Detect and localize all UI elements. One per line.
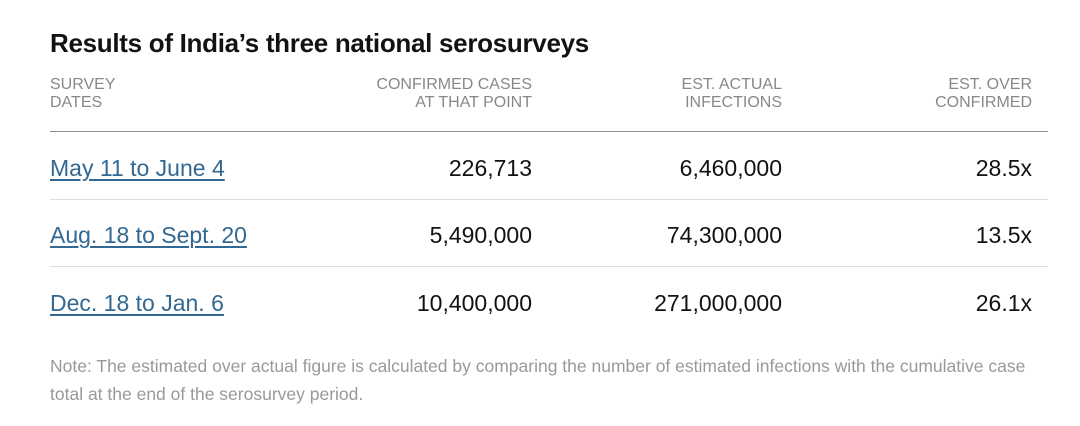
survey-dates-link[interactable]: Aug. 18 to Sept. 20 — [50, 222, 247, 248]
table-row: May 11 to June 4 226,713 6,460,000 28.5x — [50, 133, 1048, 200]
table-note: Note: The estimated over actual figure i… — [50, 356, 1026, 404]
header-est-actual-infections: EST. ACTUAL INFECTIONS — [681, 76, 782, 111]
confirmed-cases-value: 5,490,000 — [429, 222, 532, 248]
est-actual-infections-value: 74,300,000 — [666, 222, 782, 248]
est-over-confirmed-value: 13.5x — [975, 222, 1032, 248]
est-over-confirmed-value: 26.1x — [975, 290, 1032, 316]
table-row: Aug. 18 to Sept. 20 5,490,000 74,300,000… — [50, 200, 1048, 267]
header-est-over-confirmed: EST. OVER CONFIRMED — [935, 76, 1032, 111]
table-row: Dec. 18 to Jan. 6 10,400,000 271,000,000… — [50, 268, 1048, 335]
header-survey-dates: SURVEY DATES — [50, 76, 116, 111]
est-actual-infections-value: 6,460,000 — [679, 155, 782, 181]
confirmed-cases-value: 10,400,000 — [416, 290, 532, 316]
est-actual-infections-value: 271,000,000 — [654, 290, 782, 316]
table-header-row: SURVEY DATES CONFIRMED CASES AT THAT POI… — [50, 76, 1048, 132]
table-title: Results of India’s three national serosu… — [50, 28, 589, 58]
survey-dates-link[interactable]: Dec. 18 to Jan. 6 — [50, 290, 224, 316]
est-over-confirmed-value: 28.5x — [975, 155, 1032, 181]
survey-dates-link[interactable]: May 11 to June 4 — [50, 155, 225, 181]
header-confirmed-cases: CONFIRMED CASES AT THAT POINT — [376, 76, 532, 111]
confirmed-cases-value: 226,713 — [448, 155, 532, 181]
